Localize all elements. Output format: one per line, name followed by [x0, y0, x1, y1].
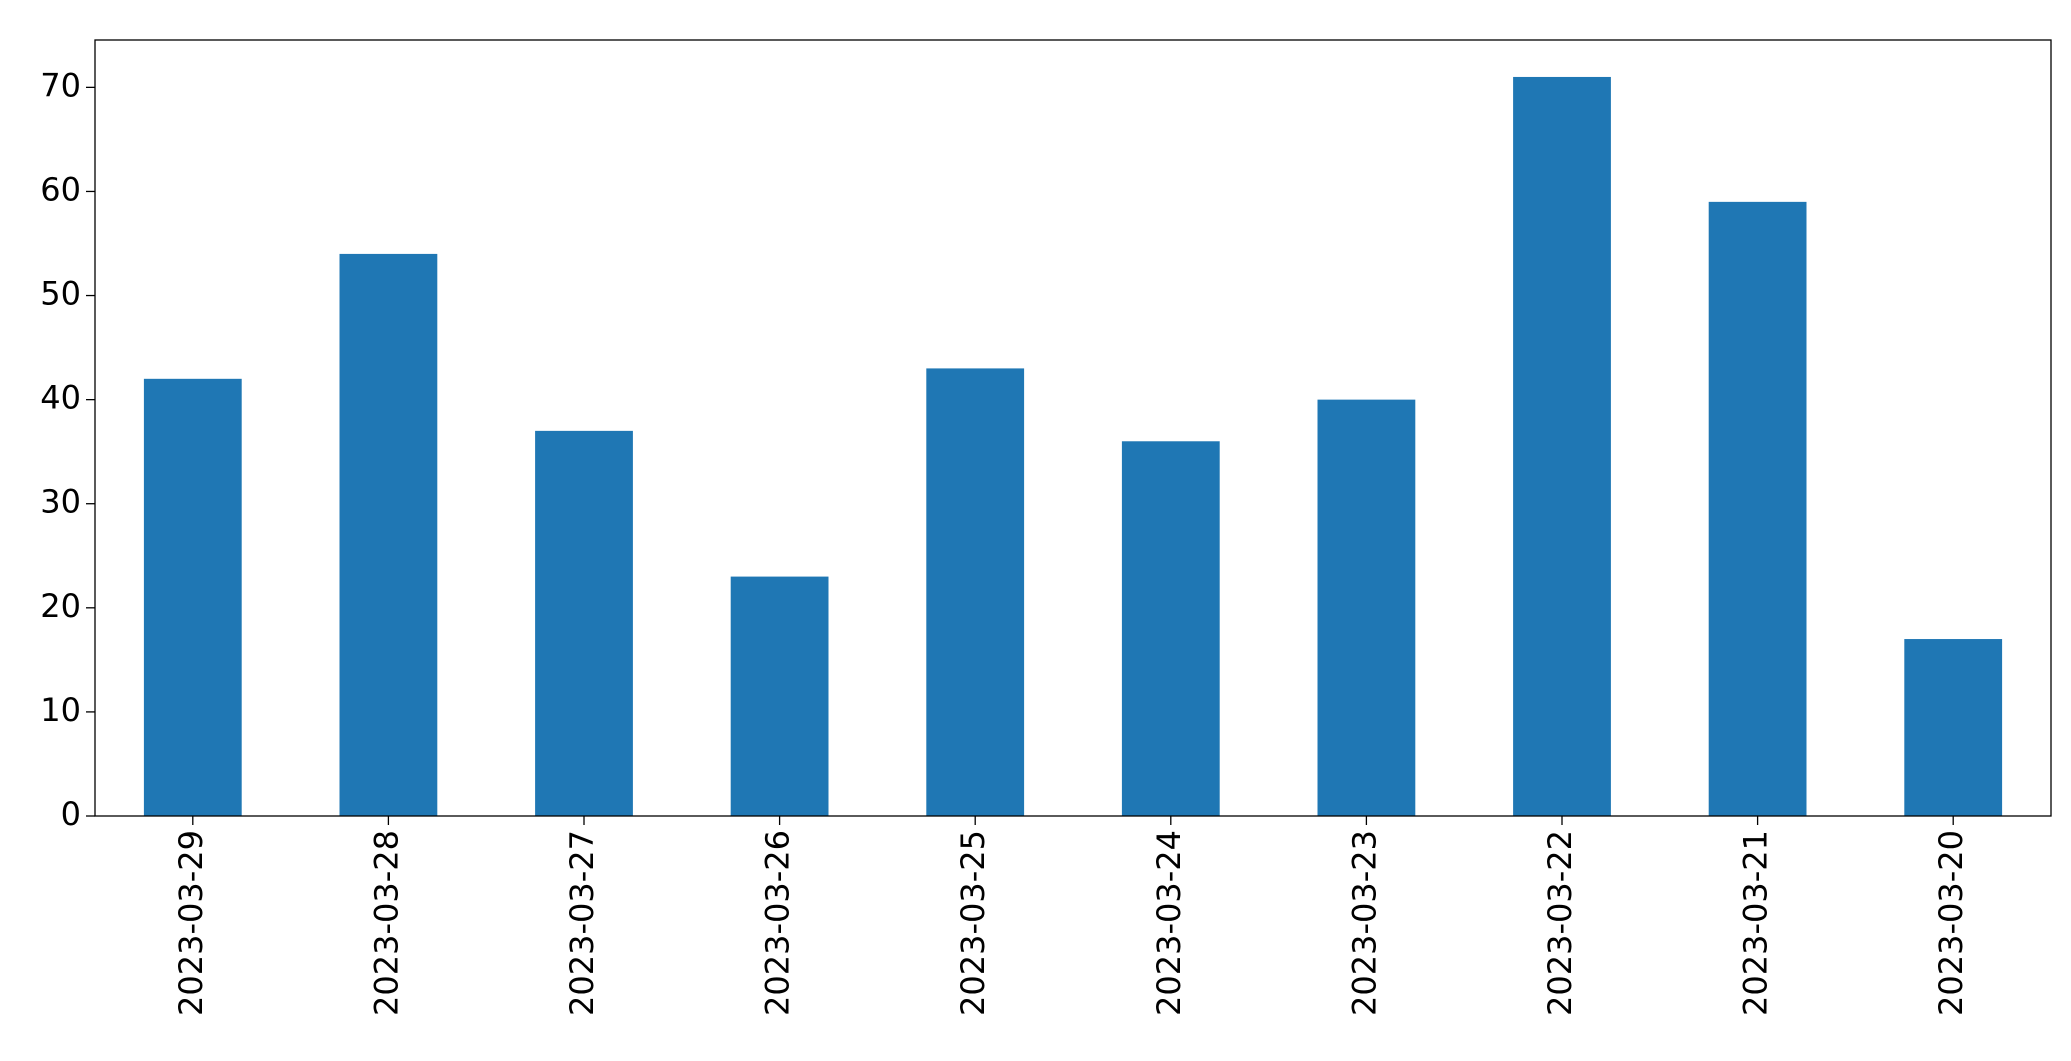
y-tick-label: 40: [40, 379, 81, 417]
y-tick-label: 10: [40, 691, 81, 729]
x-tick-label: 2023-03-21: [1737, 830, 1775, 1016]
x-tick-label: 2023-03-22: [1541, 830, 1579, 1016]
x-tick-label: 2023-03-23: [1345, 830, 1383, 1016]
bar: [1121, 441, 1220, 816]
y-tick-label: 70: [40, 66, 81, 104]
x-tick-label: 2023-03-24: [1150, 830, 1188, 1016]
plot-frame: [94, 39, 2052, 817]
bar: [339, 253, 438, 816]
bar: [1513, 76, 1611, 816]
y-tick-label: 30: [40, 483, 81, 521]
x-tick-label: 2023-03-26: [759, 830, 797, 1016]
bar: [1904, 639, 2003, 816]
bar: [1708, 201, 1807, 817]
y-tick-label: 50: [40, 275, 81, 313]
x-tick-label: 2023-03-27: [563, 830, 601, 1016]
x-tick-label: 2023-03-29: [172, 830, 210, 1016]
x-tick-label: 2023-03-28: [367, 830, 405, 1016]
bar: [730, 576, 829, 816]
x-tick-label: 2023-03-20: [1932, 830, 1970, 1016]
bar: [535, 430, 633, 816]
bar: [143, 378, 242, 816]
bar: [1317, 399, 1416, 816]
y-tick-label: 0: [61, 795, 81, 833]
bar: [926, 368, 1025, 816]
y-tick-label: 20: [40, 587, 81, 625]
y-tick-label: 60: [40, 170, 81, 208]
x-tick-label: 2023-03-25: [954, 830, 992, 1016]
